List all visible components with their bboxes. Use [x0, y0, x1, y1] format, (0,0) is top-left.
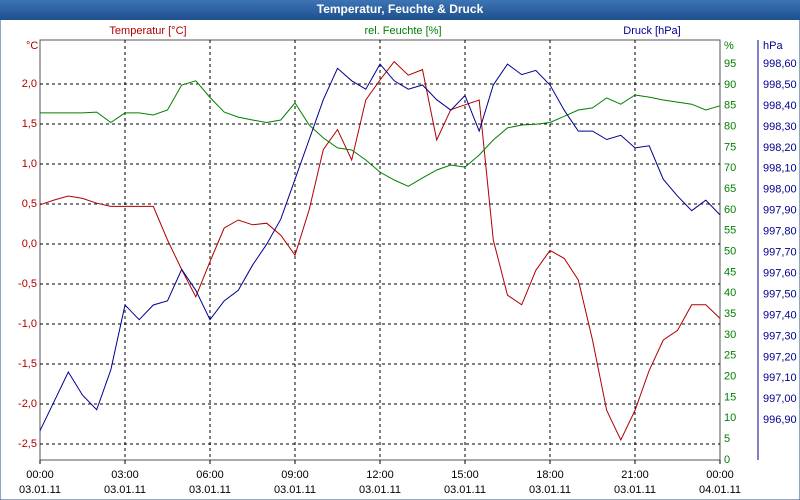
y-tick-label: 0 — [724, 454, 730, 466]
x-tick-label: 00:00 — [26, 469, 54, 481]
y-tick-label: 998,10 — [763, 163, 797, 175]
y-tick-label: 998,20 — [763, 142, 797, 154]
y-tick-label: -0,5 — [18, 278, 37, 290]
y-tick-label: 25 — [724, 350, 736, 362]
y3-unit: hPa — [763, 40, 783, 52]
y-tick-label: 15 — [724, 391, 736, 403]
y-tick-label: 997,80 — [763, 226, 797, 238]
y-tick-label: 1,0 — [22, 158, 37, 170]
y-tick-label: 45 — [724, 266, 736, 278]
y-tick-label: 50 — [724, 246, 736, 258]
x-tick-label: 21:00 — [621, 469, 649, 481]
y-tick-label: 65 — [724, 183, 736, 195]
x-tick-label: 03:00 — [111, 469, 139, 481]
x-tick-date: 03.01.11 — [19, 484, 61, 496]
y-tick-label: 1,5 — [22, 118, 37, 130]
y-tick-label: 30 — [724, 329, 736, 341]
y2-unit: % — [724, 40, 734, 52]
x-tick-date: 03.01.11 — [274, 484, 316, 496]
y-tick-label: 998,30 — [763, 121, 797, 133]
y-tick-label: 90 — [724, 79, 736, 91]
x-tick-date: 03.01.11 — [529, 484, 571, 496]
y-tick-label: 0,0 — [22, 238, 37, 250]
y-tick-label: 998,40 — [763, 100, 797, 112]
y-tick-label: 60 — [724, 204, 736, 216]
y-tick-label: 80 — [724, 121, 736, 133]
y-tick-label: -2,5 — [18, 438, 37, 450]
y-tick-label: -2,0 — [18, 398, 37, 410]
y-tick-label: 997,40 — [763, 309, 797, 321]
y-tick-label: 998,00 — [763, 184, 797, 196]
x-tick-label: 18:00 — [536, 469, 564, 481]
y-tick-label: 996,90 — [763, 414, 797, 426]
y-tick-label: 70 — [724, 162, 736, 174]
y-tick-label: 5 — [724, 433, 730, 445]
legend-label: Druck [hPa] — [623, 25, 680, 37]
legend-label: rel. Feuchte [%] — [364, 25, 441, 37]
x-tick-date: 04.01.11 — [699, 484, 741, 496]
y-tick-label: 85 — [724, 100, 736, 112]
series-line — [39, 63, 721, 431]
x-tick-date: 03.01.11 — [359, 484, 401, 496]
series-line — [40, 80, 721, 187]
y-tick-label: 997,70 — [763, 247, 797, 259]
y-tick-label: 998,50 — [763, 79, 797, 91]
y-tick-label: 55 — [724, 225, 736, 237]
x-tick-label: 06:00 — [196, 469, 224, 481]
x-tick-date: 03.01.11 — [189, 484, 231, 496]
y-tick-label: 0,5 — [22, 198, 37, 210]
series-line — [39, 60, 721, 442]
y-tick-label: 997,10 — [763, 372, 797, 384]
x-tick-date: 03.01.11 — [104, 484, 146, 496]
y-unit: °C — [26, 40, 38, 52]
y-tick-label: 997,90 — [763, 205, 797, 217]
y-tick-label: 997,30 — [763, 330, 797, 342]
y-tick-label: 40 — [724, 287, 736, 299]
x-tick-date: 03.01.11 — [444, 484, 486, 496]
y-tick-label: 997,50 — [763, 288, 797, 300]
y-tick-label: 997,60 — [763, 267, 797, 279]
y-tick-label: 10 — [724, 412, 736, 424]
y-tick-label: 35 — [724, 308, 736, 320]
title-bar — [0, 0, 800, 20]
x-tick-label: 12:00 — [366, 469, 394, 481]
chart-title: Temperatur, Feuchte & Druck — [317, 2, 484, 16]
y-tick-label: 20 — [724, 371, 736, 383]
y-tick-label: 998,60 — [763, 58, 797, 70]
y-tick-label: 95 — [724, 58, 736, 70]
x-tick-label: 00:00 — [706, 469, 734, 481]
legend-label: Temperatur [°C] — [109, 25, 186, 37]
x-tick-date: 03.01.11 — [614, 484, 656, 496]
x-tick-label: 15:00 — [451, 469, 479, 481]
y-tick-label: 997,20 — [763, 351, 797, 363]
y-tick-label: 75 — [724, 141, 736, 153]
y-tick-label: 2,0 — [22, 78, 37, 90]
y-tick-label: 997,00 — [763, 393, 797, 405]
x-tick-label: 09:00 — [281, 469, 309, 481]
y-tick-label: -1,5 — [18, 358, 37, 370]
y-tick-label: -1,0 — [18, 318, 37, 330]
